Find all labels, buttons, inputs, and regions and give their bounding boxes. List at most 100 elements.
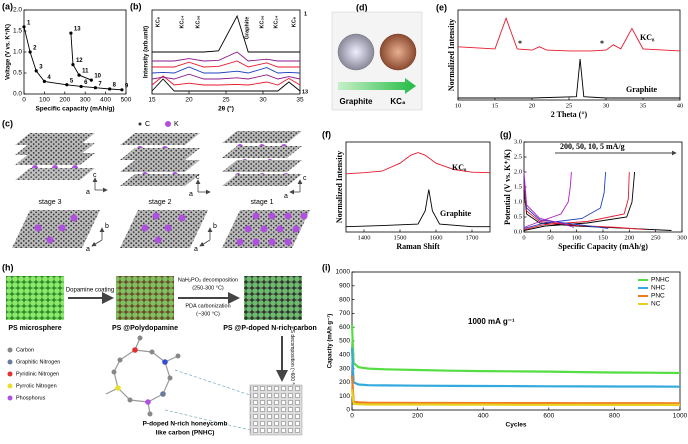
panel-label: (d) — [356, 2, 368, 12]
annotation: Graphite — [440, 209, 472, 218]
x-tick-label: 35 — [296, 97, 304, 104]
x-axis-label: Specific Capacity (mAh/g) — [558, 242, 648, 251]
x-tick-label: 25 — [566, 102, 573, 109]
point-label: 5 — [70, 78, 74, 84]
point-label: 12 — [76, 58, 83, 64]
arrow-label: (250-300 °C) — [192, 285, 224, 291]
stage-label: stage 1 — [251, 199, 274, 206]
axis-letter: a — [284, 193, 288, 200]
series-line — [151, 75, 301, 86]
series-line — [152, 60, 300, 68]
y-tick-label: 1.0 — [514, 198, 522, 205]
x-tick-label: 30 — [603, 102, 610, 109]
arrow-label: (~300 °C) — [196, 311, 220, 317]
y-tick-label: 0 — [346, 407, 350, 414]
x-tick-label: 100 — [572, 234, 582, 241]
x-tick-label: 15 — [148, 97, 156, 104]
plot-frame — [345, 141, 491, 233]
y-tick-label: 0.5 — [514, 213, 522, 220]
point-label: 13 — [74, 27, 81, 33]
panel-label: (g) — [500, 129, 512, 139]
panel-label: (a) — [2, 1, 13, 11]
y-axis-label: Voltage (V vs. K⁺/K) — [5, 24, 12, 80]
annotation: Graphite — [626, 85, 658, 94]
product-label: P-doped N-rich honeycomb — [143, 421, 228, 428]
annotation: KC₈ — [452, 163, 467, 172]
point — [71, 63, 75, 67]
annotation: * — [600, 39, 604, 48]
y-tick-label: 400 — [339, 352, 350, 359]
x-tick-label: 200 — [624, 234, 634, 241]
series-line — [152, 51, 300, 62]
product-label: like carbon (PNHC) — [156, 430, 215, 437]
panel-label: (e) — [436, 2, 447, 12]
y-tick-label: 1.5 — [514, 183, 522, 190]
legend-text: C — [145, 121, 150, 128]
x-tick-label: 20 — [185, 97, 193, 104]
annotation: KC₂₄ — [179, 15, 185, 28]
x-tick-label: 400 — [100, 97, 111, 104]
point-label: 11 — [82, 69, 89, 75]
axis-letter: c — [303, 175, 307, 182]
legend-label: NHC — [651, 285, 665, 292]
series-line — [350, 375, 681, 405]
x-tick-label: 1700 — [466, 234, 479, 241]
x-tick-label: 1600 — [430, 234, 443, 241]
step-label: PS microsphere — [8, 325, 61, 332]
series-line — [152, 14, 300, 53]
series-line — [523, 171, 575, 228]
x-tick-label: 500 — [121, 97, 132, 104]
annotation: 13 — [302, 89, 308, 95]
series-line — [350, 324, 681, 375]
x-tick-label: 1500 — [394, 234, 407, 241]
x-tick-label: 35 — [640, 102, 647, 109]
y-tick-label: 0.0 — [13, 91, 22, 98]
x-tick-label: 250 — [651, 234, 661, 241]
x-tick-label: 15 — [492, 102, 499, 109]
legend-label: PNC — [651, 293, 665, 300]
panel-label: (c) — [2, 118, 13, 128]
step-label: PS @P-doped N-rich carbon — [223, 325, 317, 332]
axis-letter: c — [196, 174, 200, 181]
x-tick-label: 0 — [350, 413, 354, 420]
point — [34, 69, 38, 73]
axis-letter: c — [93, 172, 97, 179]
annotation: KC₈ — [291, 16, 297, 27]
annotation: Graphite — [244, 17, 250, 40]
series-line — [151, 78, 301, 92]
point — [69, 31, 73, 35]
photo: Graphite KC₈ — [331, 11, 423, 111]
legend-text: Graphitic Nitrogen — [16, 359, 60, 365]
x-tick-label: 300 — [80, 97, 91, 104]
point — [77, 73, 81, 77]
point-label: 9 — [125, 83, 129, 89]
axis-letter: a — [189, 191, 193, 198]
legend-text: K — [174, 121, 179, 128]
y-tick-label: 200 — [339, 379, 350, 386]
annotation: KC₃₆ — [259, 15, 265, 28]
stage-label: stage 2 — [149, 199, 172, 206]
y-axis-label: Capacity (mAh g⁻¹) — [327, 314, 334, 369]
y-tick-label: 0.5 — [13, 70, 22, 77]
y-axis-label: Normalized Intensity — [447, 19, 456, 91]
y-tick-label: 600 — [339, 324, 350, 331]
stage-label: stage 3 — [39, 199, 62, 206]
series-line — [350, 347, 681, 388]
x-tick-label: 300 — [677, 234, 687, 241]
x-tick-label: 600 — [543, 413, 554, 420]
point-label: 8 — [113, 83, 117, 89]
arrow-label: PDA carbonization — [185, 303, 230, 309]
x-tick-label: 0 — [522, 234, 525, 241]
legend-text: Phosphorus — [16, 395, 46, 401]
point-label: 6 — [84, 80, 88, 86]
y-tick-label: 1000 — [336, 269, 351, 276]
point — [89, 78, 93, 82]
y-tick-label: 1.0 — [13, 49, 22, 56]
point — [42, 79, 47, 83]
legend-text: Pyrrolic Nitrogen — [16, 383, 57, 389]
annotation: * — [518, 39, 522, 48]
x-axis-label: Cycles — [506, 422, 527, 429]
x-tick-label: 10 — [455, 102, 462, 109]
synthesis-scheme: PS microsphere Dopamine coating PS @Poly… — [6, 276, 317, 437]
